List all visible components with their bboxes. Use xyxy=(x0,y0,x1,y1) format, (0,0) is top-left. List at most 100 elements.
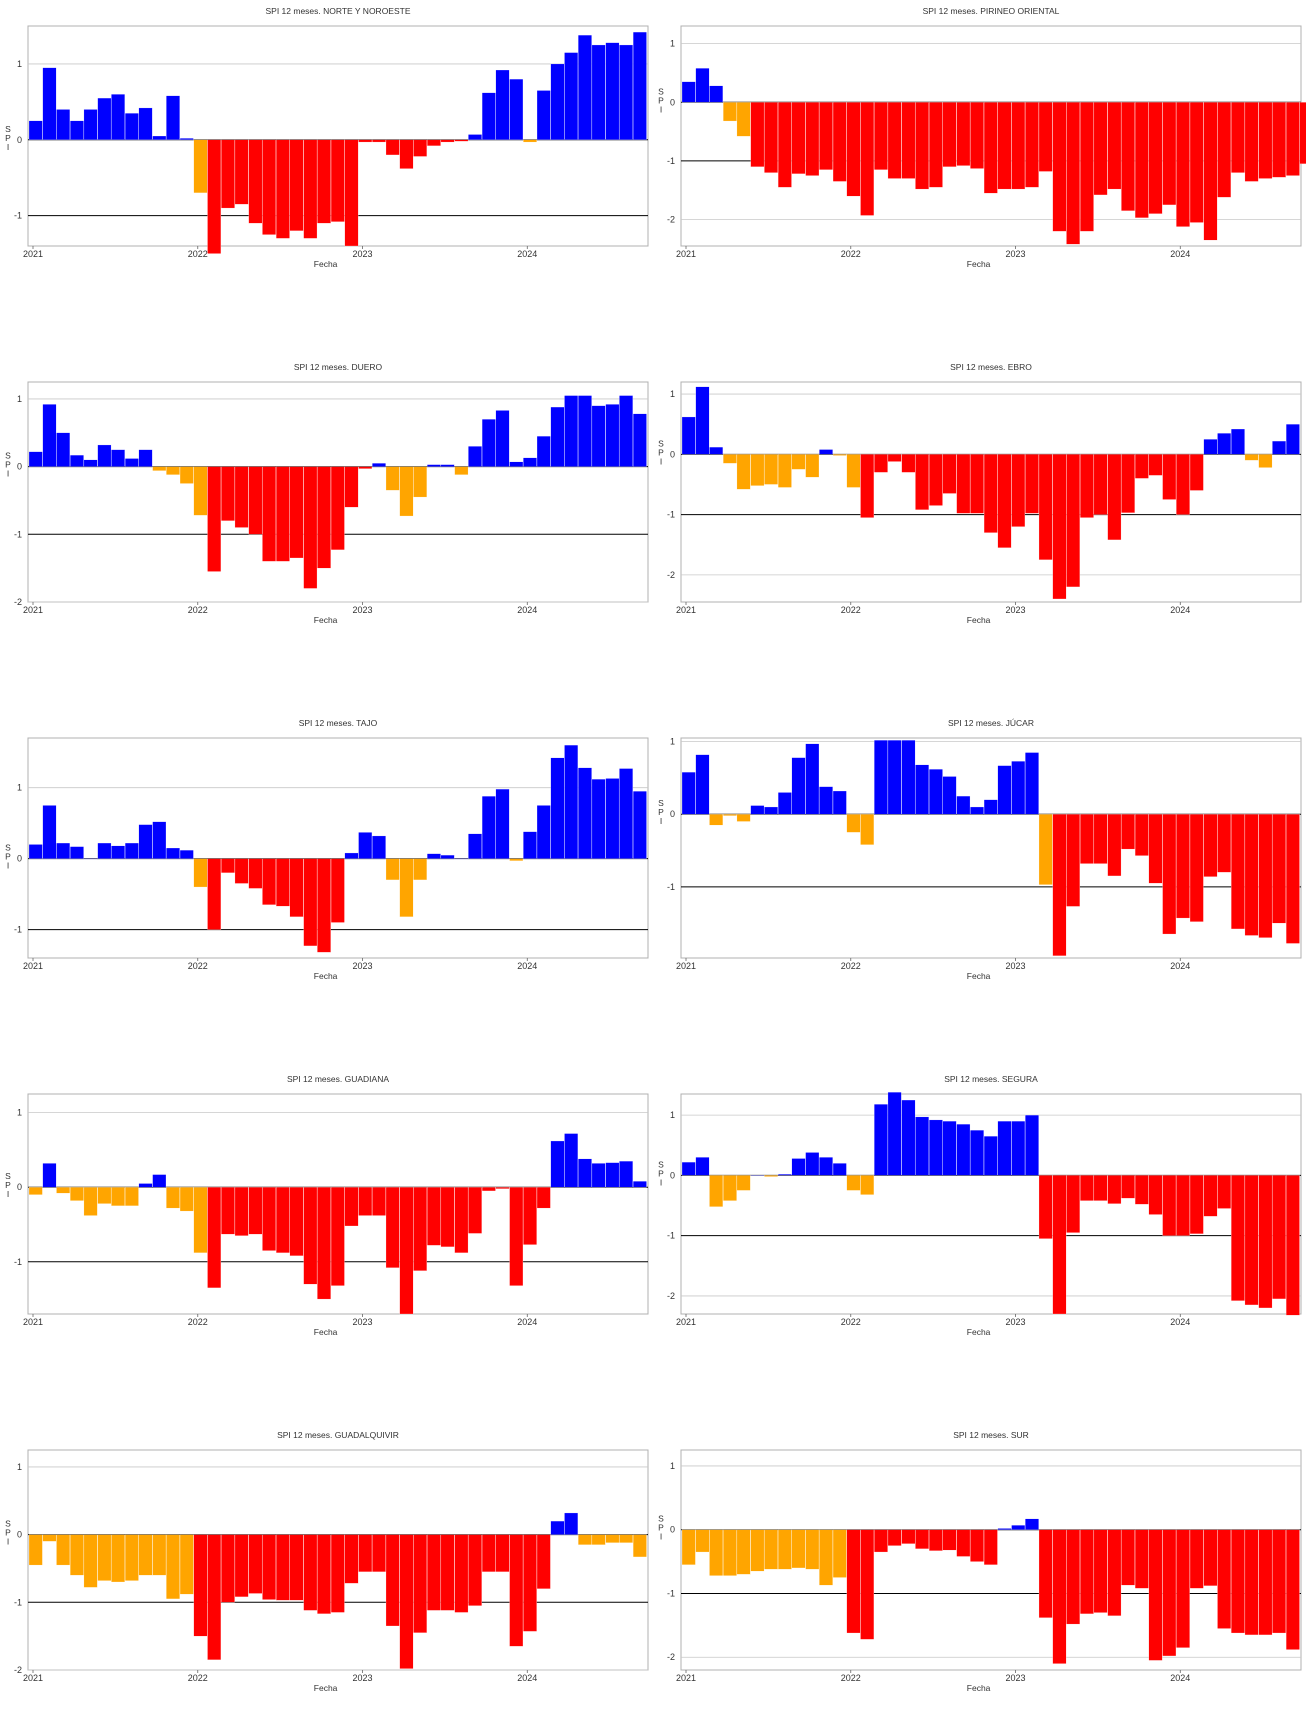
bar xyxy=(221,466,235,521)
spi-chart-0: SPI 12 meses. NORTE Y NOROESTE -1 0 1 2021 20… xyxy=(5,6,649,269)
bar xyxy=(632,791,647,859)
bar xyxy=(874,102,888,170)
bar xyxy=(550,757,565,859)
bar xyxy=(791,102,806,174)
bar xyxy=(152,1174,167,1188)
bar xyxy=(1244,454,1259,461)
bar xyxy=(764,102,778,173)
bar xyxy=(591,779,606,859)
bar xyxy=(28,120,43,140)
bar xyxy=(1148,1175,1163,1215)
bar xyxy=(1176,1529,1190,1648)
bar xyxy=(819,786,833,815)
bar xyxy=(832,102,847,182)
bar xyxy=(276,1534,290,1601)
bar xyxy=(915,1116,929,1176)
bar xyxy=(523,831,537,859)
bar xyxy=(1093,1175,1108,1201)
bar xyxy=(723,1175,737,1201)
bar xyxy=(915,1529,929,1549)
bar xyxy=(1244,814,1259,936)
bar xyxy=(193,1187,208,1253)
bar xyxy=(207,1187,222,1289)
bar xyxy=(805,743,820,815)
bar xyxy=(83,1187,98,1216)
bar xyxy=(791,454,806,470)
bar xyxy=(111,1534,125,1583)
bar xyxy=(860,454,875,518)
x-tick-label: 2021 xyxy=(676,1317,696,1327)
bar xyxy=(234,139,249,205)
x-tick-label: 2021 xyxy=(676,961,696,971)
bar xyxy=(344,1187,359,1227)
x-tick-label: 2023 xyxy=(1006,961,1026,971)
bar xyxy=(289,466,304,559)
bar xyxy=(427,853,441,859)
bar xyxy=(791,757,806,815)
bar xyxy=(550,406,565,467)
bar xyxy=(1011,102,1026,190)
bar xyxy=(1011,761,1026,815)
bar xyxy=(234,1187,249,1236)
bar xyxy=(56,432,71,467)
bar xyxy=(709,1529,724,1576)
y-tick-label: -1 xyxy=(14,529,22,539)
bar xyxy=(262,858,276,905)
y-tick-label: -2 xyxy=(14,1665,22,1675)
bar xyxy=(1258,814,1273,938)
bar xyxy=(454,1187,469,1253)
bar xyxy=(846,814,861,833)
bar xyxy=(427,464,441,467)
bar xyxy=(248,858,263,889)
bar xyxy=(1258,1175,1273,1309)
x-tick-label: 2021 xyxy=(23,961,43,971)
x-axis-label: Fecha xyxy=(314,1683,338,1693)
bar xyxy=(97,1187,112,1204)
bar xyxy=(83,459,98,467)
bar xyxy=(860,102,875,216)
bar xyxy=(97,1534,112,1581)
y-tick-label: 1 xyxy=(17,394,22,404)
bar xyxy=(791,1529,806,1569)
bar xyxy=(83,109,98,140)
bar xyxy=(221,1187,235,1235)
bar xyxy=(1272,1175,1286,1300)
y-tick-label: 1 xyxy=(670,1110,675,1120)
bar xyxy=(1052,454,1067,600)
bar xyxy=(276,466,290,562)
bar xyxy=(399,1187,414,1315)
bar xyxy=(1217,433,1232,455)
bar xyxy=(777,454,792,488)
bar xyxy=(454,139,469,142)
bar xyxy=(152,135,167,140)
bar xyxy=(1231,428,1245,455)
bar xyxy=(915,454,929,510)
y-tick-label: 1 xyxy=(17,59,22,69)
x-axis-label: Fecha xyxy=(967,615,991,625)
bar xyxy=(70,1534,84,1576)
bar xyxy=(695,1157,710,1176)
bar xyxy=(970,102,984,169)
y-tick-label: 1 xyxy=(17,1462,22,1472)
bar xyxy=(1121,454,1135,513)
bar xyxy=(385,466,400,491)
bar xyxy=(468,134,482,140)
bar xyxy=(262,466,276,562)
bar xyxy=(1011,1525,1026,1530)
bar xyxy=(70,846,84,859)
bar xyxy=(303,1187,318,1285)
bar xyxy=(983,102,998,194)
bar xyxy=(681,1529,696,1565)
bar xyxy=(983,799,998,815)
bar xyxy=(1189,1529,1204,1589)
bar xyxy=(509,1187,524,1286)
bar xyxy=(509,1534,524,1647)
x-tick-label: 2024 xyxy=(517,1673,537,1683)
bar xyxy=(344,466,359,508)
y-tick-label: 0 xyxy=(670,809,675,819)
bar xyxy=(303,1534,318,1611)
bar xyxy=(124,1534,139,1581)
